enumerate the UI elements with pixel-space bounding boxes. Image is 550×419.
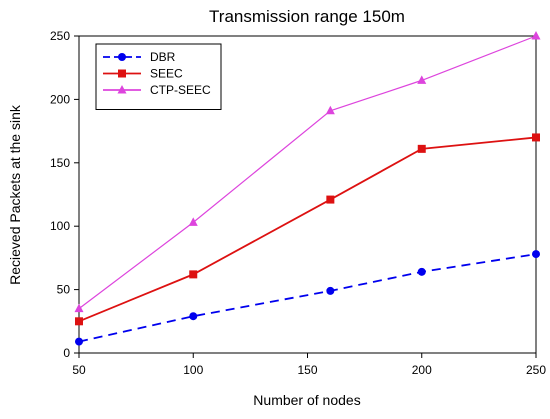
y-tick-label: 50 (57, 283, 71, 297)
x-tick-label: 50 (72, 363, 86, 377)
x-tick-label: 250 (526, 363, 546, 377)
x-axis-label: Number of nodes (253, 392, 360, 408)
data-point-seec (326, 195, 335, 204)
y-tick-label: 0 (63, 346, 70, 360)
data-point-seec (75, 317, 83, 326)
x-tick-label: 200 (412, 363, 432, 377)
data-point-seec (532, 133, 540, 142)
legend-entry: SEEC (150, 67, 183, 81)
data-point-ctp-seec (417, 75, 427, 84)
data-point-dbr (189, 312, 198, 321)
chart-title: Transmission range 150m (209, 7, 405, 26)
data-point-dbr (326, 286, 335, 295)
legend-marker-ctp-seec (117, 85, 127, 94)
x-tick-label: 100 (183, 363, 203, 377)
y-tick-label: 250 (50, 29, 70, 43)
y-tick-label: 200 (50, 92, 70, 106)
data-point-ctp-seec (531, 31, 541, 40)
series-line-seec (78, 136, 537, 323)
legend-marker-seec (118, 69, 126, 78)
data-point-ctp-seec (74, 303, 84, 313)
data-point-ctp-seec (188, 217, 198, 226)
data-point-dbr (417, 267, 426, 276)
y-tick-label: 150 (50, 156, 70, 170)
y-tick-label: 100 (50, 219, 70, 233)
series-line-dbr (78, 253, 537, 343)
data-point-seec (417, 144, 426, 153)
data-point-ctp-seec (325, 105, 335, 115)
plot-area: 50 100 150 200 250050100150200250DBRSEECCTP-… (50, 29, 546, 377)
legend-marker-dbr (118, 53, 126, 61)
legend-box (95, 43, 222, 110)
y-axis-label: Recieved Packets at the sink (7, 104, 23, 285)
data-point-dbr (532, 250, 540, 259)
legend-entry: DBR (150, 50, 176, 64)
x-tick-label: 150 (297, 363, 317, 377)
data-point-seec (189, 270, 198, 279)
legend-entry: CTP-SEEC (150, 83, 211, 97)
data-point-dbr (75, 337, 83, 346)
